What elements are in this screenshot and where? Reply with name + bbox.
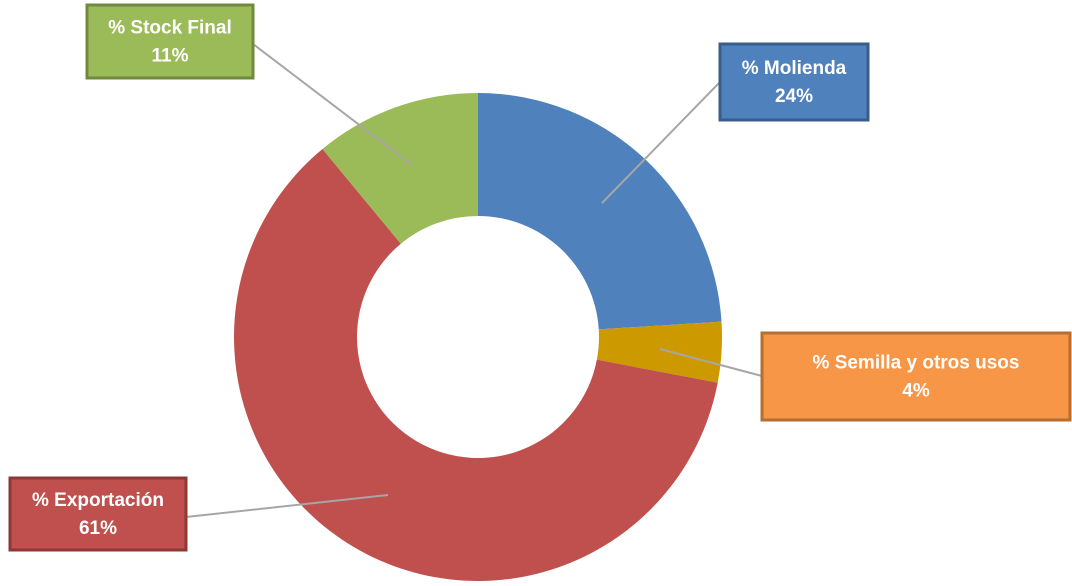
- label-box: [8, 476, 188, 552]
- value-label: 24%: [775, 86, 813, 107]
- leader-line: [601, 81, 721, 204]
- category-label: % Molienda: [742, 58, 847, 79]
- label-box: [760, 331, 1072, 422]
- label-box: [85, 3, 255, 80]
- donut-slice: [322, 93, 478, 244]
- donut-slice: [596, 321, 722, 383]
- value-label: 61%: [79, 518, 117, 539]
- category-label: % Exportación: [32, 490, 164, 511]
- leader-line: [252, 43, 413, 166]
- value-label: 4%: [902, 381, 930, 402]
- leader-line: [185, 494, 389, 518]
- leader-line: [659, 348, 763, 377]
- donut-slice: [478, 93, 722, 330]
- label-box: [718, 42, 870, 122]
- donut-slice: [233, 148, 718, 582]
- value-label: 11%: [152, 46, 189, 67]
- category-label: % Stock Final: [108, 18, 232, 39]
- category-label: % Semilla y otros usos: [813, 353, 1020, 374]
